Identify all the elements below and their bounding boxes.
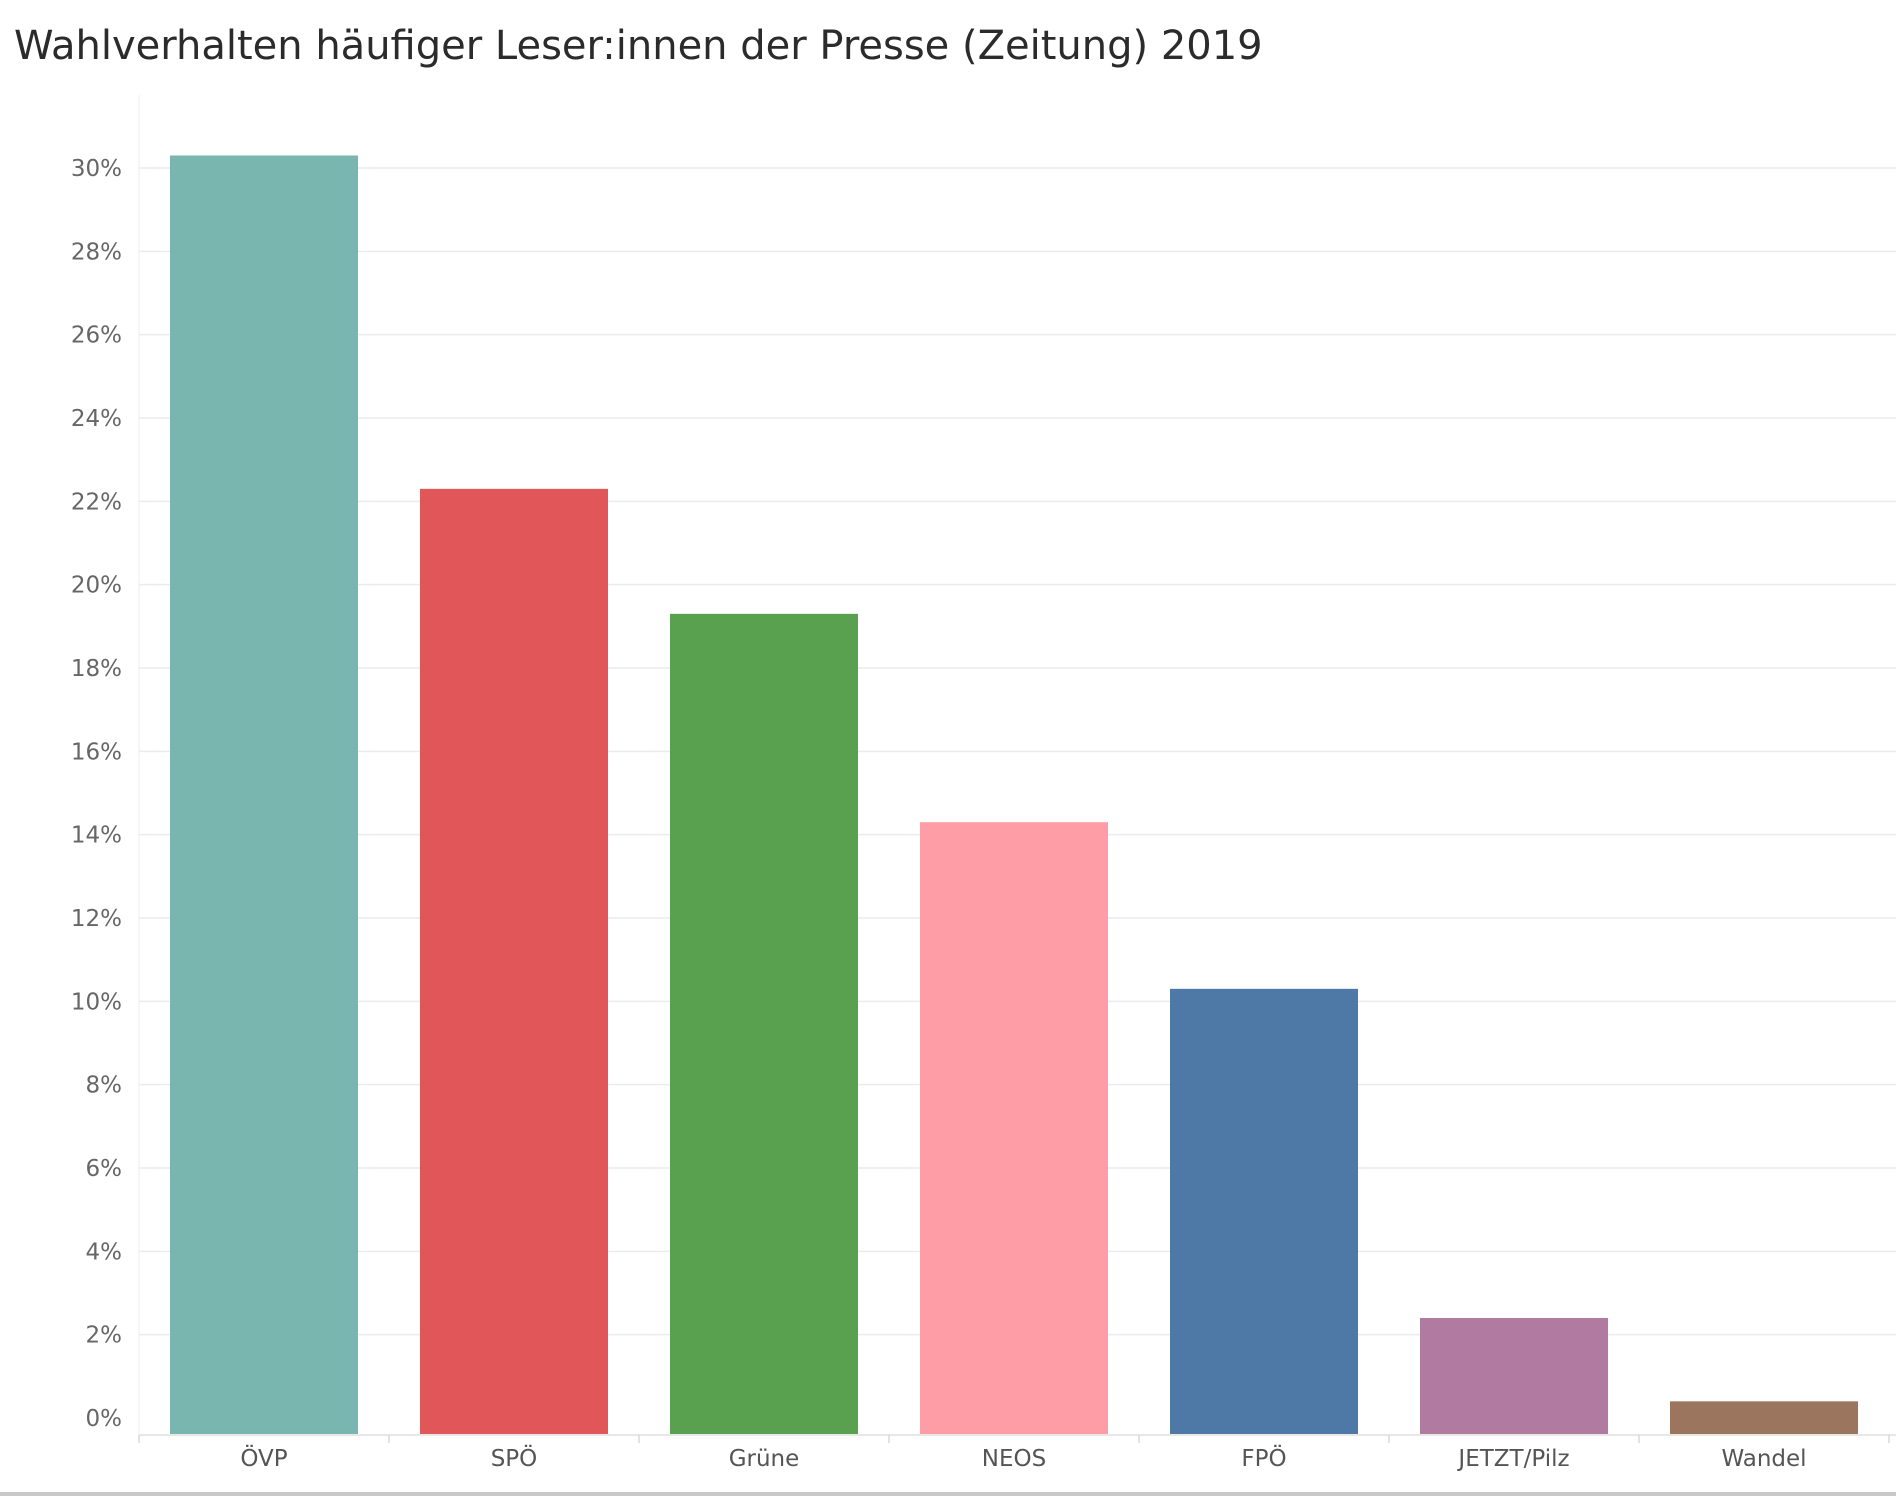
bar-sp-[interactable]	[420, 488, 608, 1434]
x-tick-label: Wandel	[1721, 1446, 1806, 1472]
bar-gr-ne[interactable]	[670, 613, 858, 1434]
bar-jetzt-pilz[interactable]	[1420, 1318, 1608, 1434]
x-tick-label: Grüne	[729, 1446, 800, 1472]
y-tick-label: 16%	[71, 739, 122, 765]
y-tick-label: 2%	[86, 1323, 123, 1349]
chart-title: Wahlverhalten häufiger Leser:innen der P…	[14, 23, 1263, 69]
y-tick-label: 24%	[71, 406, 122, 432]
x-tick-label: FPÖ	[1241, 1444, 1286, 1472]
y-tick-label: 28%	[71, 239, 122, 265]
y-tick-label: 30%	[71, 156, 122, 182]
y-tick-label: 26%	[71, 323, 122, 349]
y-tick-label: 18%	[71, 656, 122, 682]
x-tick-label: NEOS	[982, 1446, 1046, 1472]
x-axis: ÖVP SPÖ Grüne NEOS FPÖ JETZT/Pilz Wandel	[138, 1434, 1896, 1472]
bar-fp-[interactable]	[1170, 988, 1358, 1434]
y-tick-label: 8%	[86, 1073, 123, 1099]
bar-neos[interactable]	[920, 822, 1108, 1434]
bottom-border	[0, 1492, 1896, 1496]
y-tick-label: 6%	[86, 1156, 123, 1182]
x-tick-label: SPÖ	[491, 1444, 538, 1472]
y-tick-label: 20%	[71, 573, 122, 599]
y-tick-label: 0%	[86, 1406, 123, 1432]
y-tick-label: 22%	[71, 489, 122, 515]
x-tick-label: ÖVP	[240, 1444, 287, 1472]
bars	[170, 155, 1858, 1435]
y-tick-label: 14%	[71, 823, 122, 849]
x-tick-label: JETZT/Pilz	[1456, 1446, 1569, 1472]
bar-wandel[interactable]	[1670, 1401, 1858, 1434]
y-axis: 0% 2% 4% 6% 8% 10% 12% 14% 16% 18% 20% 22% 24% 26% 28%…	[71, 95, 140, 1434]
y-tick-label: 4%	[86, 1239, 123, 1265]
bar--vp[interactable]	[170, 155, 358, 1435]
y-tick-label: 12%	[71, 906, 122, 932]
y-tick-label: 10%	[71, 989, 122, 1015]
